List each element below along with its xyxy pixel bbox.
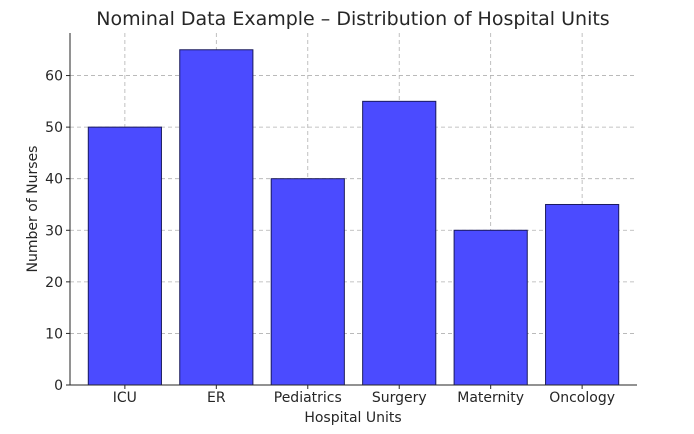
x-tick-label: Maternity — [457, 390, 524, 406]
bar-pediatrics — [270, 178, 345, 386]
x-tick-label: ICU — [113, 390, 137, 406]
bars — [87, 49, 620, 386]
x-tick-label: Oncology — [549, 390, 615, 406]
bar-surgery — [362, 100, 437, 386]
y-ticks: 0 10 20 30 40 50 60 — [45, 69, 70, 394]
grid — [70, 33, 637, 386]
x-axis-label: Hospital Units — [304, 410, 401, 426]
axes — [69, 33, 637, 386]
bar-icu — [87, 126, 162, 386]
y-tick-label: 40 — [45, 172, 63, 188]
chart-title: Nominal Data Example – Distribution of H… — [96, 8, 609, 30]
bar-oncology — [545, 203, 620, 386]
y-tick-label: 30 — [45, 223, 63, 239]
x-tick-label: ER — [207, 390, 226, 406]
bar-er — [179, 49, 254, 386]
y-tick-label: 20 — [45, 275, 63, 291]
x-tick-label: Surgery — [372, 390, 427, 406]
x-ticks: ICU ER Pediatrics Surgery Maternity Oncology — [113, 385, 615, 406]
y-tick-label: 0 — [54, 378, 63, 394]
y-tick-label: 10 — [45, 326, 63, 342]
x-tick-label: Pediatrics — [274, 390, 342, 406]
bar-maternity — [453, 229, 528, 386]
y-tick-label: 60 — [45, 69, 63, 85]
y-axis-label: Number of Nurses — [25, 146, 41, 273]
y-tick-label: 50 — [45, 120, 63, 136]
